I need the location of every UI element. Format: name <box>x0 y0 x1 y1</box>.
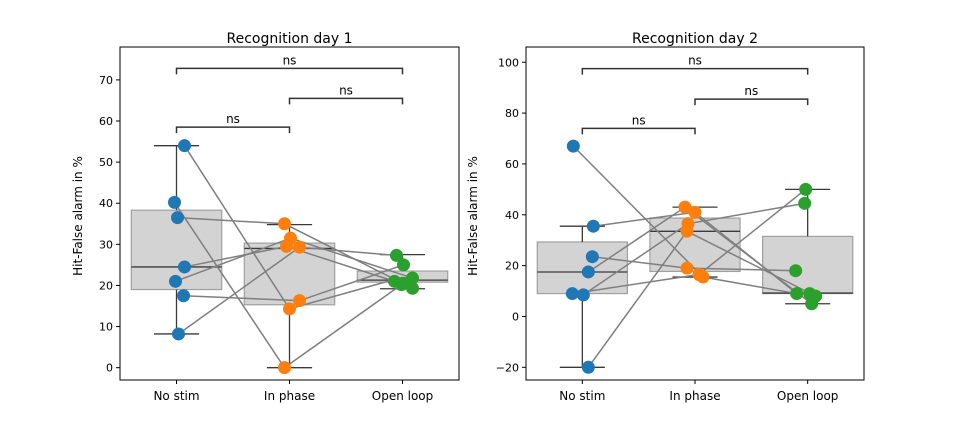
significance-label: ns <box>283 53 297 67</box>
y-tick-label: 60 <box>505 158 519 171</box>
y-tick-label: 40 <box>505 209 519 222</box>
data-point-no-stim <box>169 274 182 288</box>
data-point-in-phase <box>293 240 306 254</box>
data-point-in-phase <box>696 270 710 284</box>
data-point-open-loop <box>790 287 804 301</box>
significance-label: ns <box>226 112 240 126</box>
plot-area: −20 0 20 40 60 80 100 No stim In phase Open loop n… <box>496 46 865 403</box>
data-point-open-loop <box>789 264 803 278</box>
chart-title: Recognition day 1 <box>227 31 353 47</box>
x-tick-label: In phase <box>669 389 720 403</box>
data-point-no-stim <box>178 260 191 274</box>
significance-bracket: ns <box>175 53 404 75</box>
data-point-open-loop <box>799 182 813 196</box>
x-tick-label: Open loop <box>777 389 839 403</box>
significance-bracket: ns <box>694 84 809 106</box>
y-tick-label: 60 <box>99 115 113 128</box>
data-point-open-loop <box>798 196 812 210</box>
significance-label: ns <box>688 54 702 68</box>
significance-bracket: ns <box>581 54 809 75</box>
bracket-line <box>175 67 404 75</box>
y-tick-label: 20 <box>505 260 519 273</box>
significance-label: ns <box>339 83 353 97</box>
bracket-line <box>694 98 809 106</box>
y-tick-label: 100 <box>498 56 519 69</box>
y-tick-label: −20 <box>496 361 519 374</box>
data-point-in-phase <box>293 294 306 308</box>
data-point-in-phase <box>283 302 296 316</box>
x-tick-label: No stim <box>153 389 199 403</box>
data-point-in-phase <box>688 205 702 219</box>
y-tick-label: 0 <box>512 310 519 323</box>
data-point-no-stim <box>581 265 595 279</box>
data-point-no-stim <box>565 287 579 301</box>
box-no-stim <box>536 225 628 368</box>
data-point-open-loop <box>406 281 419 295</box>
data-point-no-stim <box>177 289 190 303</box>
y-tick-label: 0 <box>106 362 113 375</box>
y-tick-label: 70 <box>99 74 113 87</box>
data-point-no-stim <box>586 219 600 233</box>
bracket-line <box>288 97 404 105</box>
data-point-open-loop <box>395 278 408 292</box>
data-point-no-stim <box>581 360 595 374</box>
bracket-line <box>581 67 809 75</box>
data-point-no-stim <box>566 139 580 153</box>
y-tick-label: 50 <box>99 156 113 169</box>
y-tick-label: 10 <box>99 321 113 334</box>
data-point-no-stim <box>168 195 181 209</box>
y-tick-label: 30 <box>99 238 113 251</box>
significance-label: ns <box>632 113 646 127</box>
chart-title: Recognition day 2 <box>632 31 758 47</box>
data-point-open-loop <box>397 258 410 272</box>
y-axis-label: Hit-False alarm in % <box>466 156 480 276</box>
significance-label: ns <box>744 84 758 98</box>
panel-recognition-day-2: Recognition day 2 Hit-False alarm in % −… <box>466 31 865 403</box>
y-tick-label: 20 <box>99 279 113 292</box>
x-tick-label: No stim <box>559 389 605 403</box>
y-tick-label: 80 <box>505 107 519 120</box>
data-point-in-phase <box>278 361 291 375</box>
bracket-line <box>581 127 696 135</box>
data-point-open-loop <box>390 248 403 262</box>
y-axis-label: Hit-False alarm in % <box>71 156 85 276</box>
box-body <box>536 241 628 295</box>
plot-area: 0 10 20 30 40 50 60 70 No stim In phase Open loop n… <box>99 46 460 403</box>
data-point-in-phase <box>680 224 694 238</box>
x-tick-label: In phase <box>264 389 315 403</box>
significance-bracket: ns <box>581 113 696 135</box>
data-point-no-stim <box>576 288 590 302</box>
data-point-in-phase <box>680 261 694 275</box>
data-point-in-phase <box>280 239 293 253</box>
panel-recognition-day-1: Recognition day 1 Hit-False alarm in % 0… <box>71 31 460 403</box>
significance-bracket: ns <box>288 83 404 105</box>
y-tick-label: 40 <box>99 197 113 210</box>
data-point-open-loop <box>805 297 819 311</box>
significance-bracket: ns <box>175 112 291 134</box>
data-point-no-stim <box>172 327 185 341</box>
data-point-in-phase <box>278 217 291 231</box>
data-point-in-phase <box>678 200 692 214</box>
bracket-line <box>175 126 291 134</box>
data-point-no-stim <box>171 211 184 225</box>
x-tick-label: Open loop <box>372 389 434 403</box>
data-point-no-stim <box>585 250 599 264</box>
box-body <box>761 235 854 295</box>
data-point-no-stim <box>178 139 191 153</box>
